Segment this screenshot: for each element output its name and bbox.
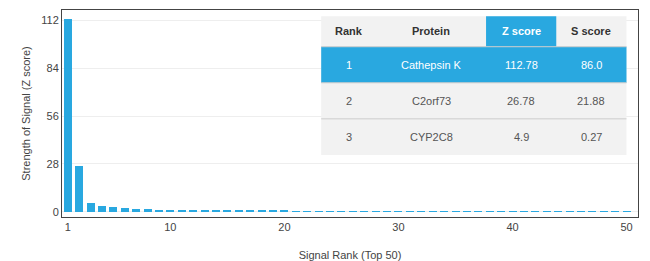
svg-text:50: 50 — [620, 221, 632, 233]
svg-text:CYP2C8: CYP2C8 — [410, 131, 453, 143]
svg-text:Rank: Rank — [335, 25, 363, 37]
svg-text:Signal Rank (Top 50): Signal Rank (Top 50) — [299, 249, 402, 261]
svg-text:4.9: 4.9 — [514, 131, 529, 143]
svg-text:Protein: Protein — [412, 25, 450, 37]
svg-text:40: 40 — [506, 221, 518, 233]
svg-text:0: 0 — [53, 206, 59, 218]
svg-text:86.0: 86.0 — [581, 59, 602, 71]
svg-text:10: 10 — [164, 221, 176, 233]
svg-text:112: 112 — [41, 14, 59, 26]
svg-text:C2orf73: C2orf73 — [412, 95, 451, 107]
svg-text:112.78: 112.78 — [505, 59, 538, 71]
svg-text:56: 56 — [47, 110, 59, 122]
svg-text:26.78: 26.78 — [507, 95, 535, 107]
svg-text:3: 3 — [346, 131, 352, 143]
svg-text:Z score: Z score — [502, 25, 541, 37]
svg-text:84: 84 — [47, 62, 59, 74]
svg-text:21.88: 21.88 — [577, 95, 605, 107]
svg-text:1: 1 — [346, 59, 352, 71]
svg-text:1: 1 — [65, 221, 71, 233]
svg-text:Cathepsin K: Cathepsin K — [401, 59, 462, 71]
svg-text:28: 28 — [47, 158, 59, 170]
svg-text:30: 30 — [392, 221, 404, 233]
svg-text:20: 20 — [278, 221, 290, 233]
svg-text:0.27: 0.27 — [581, 131, 602, 143]
svg-text:2: 2 — [346, 95, 352, 107]
svg-text:Strength of Signal (Z score): Strength of Signal (Z score) — [20, 46, 32, 181]
svg-text:S score: S score — [571, 25, 611, 37]
